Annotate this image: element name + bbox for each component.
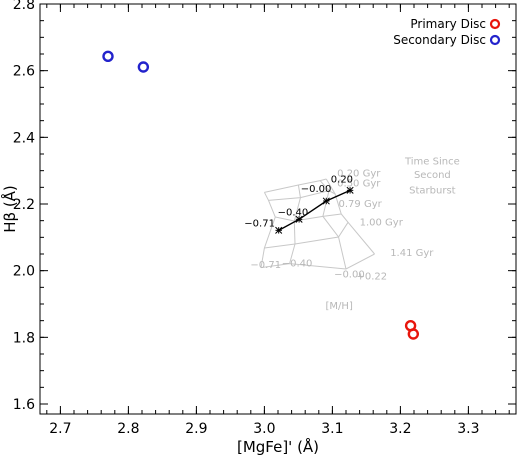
grid-age-axis-name: Time Since (404, 157, 460, 168)
grid-age-label: 0.20 Gyr (337, 169, 381, 180)
grid-age-line (268, 190, 336, 201)
legend-marker (489, 34, 501, 46)
model-track: −0.71−0.40 −0.000.20 (244, 174, 354, 234)
grid-age-label: 1.41 Gyr (390, 248, 434, 259)
grid-age-label: 0.50 Gyr (337, 178, 381, 189)
y-tick-label: 1.6 (13, 397, 35, 413)
legend-label: Primary Disc (410, 17, 486, 31)
grid-age-line (264, 222, 349, 249)
track-point-label: −0.40 (278, 207, 309, 218)
data-point (407, 328, 420, 340)
grid-metallicity-label: −0.71 (250, 260, 281, 271)
track-marker-stroke (295, 215, 303, 223)
grid-metallicity-label: −0.40 (282, 259, 313, 270)
grid-metallicity-label: +0.22 (357, 271, 388, 282)
track-marker (295, 215, 303, 223)
x-tick-label: 3.3 (457, 421, 479, 437)
legend: Primary Disc Secondary Disc (393, 17, 501, 47)
data-points (102, 50, 420, 340)
track-marker-stroke (275, 226, 283, 234)
x-tick-label: 3.2 (389, 421, 411, 437)
track-marker-stroke (322, 197, 330, 205)
grid-age-label: 1.00 Gyr (360, 217, 404, 228)
x-tick-label: 3.0 (253, 421, 275, 437)
data-point (137, 61, 150, 73)
y-tick-label: 1.8 (13, 330, 35, 346)
track-marker (275, 226, 283, 234)
grid-axis-name: [M/H] (326, 301, 353, 312)
legend-marker (489, 18, 501, 30)
track-marker-stroke (346, 186, 354, 194)
grid-age-line (275, 213, 342, 222)
track-point-label: −0.71 (244, 219, 275, 230)
y-tick-label: 2.2 (13, 197, 35, 213)
x-tick-label: 2.8 (117, 421, 139, 437)
y-axis-title: Hβ (Å) (0, 185, 19, 233)
x-tick-label: 2.9 (185, 421, 207, 437)
y-tick-label: 2.0 (13, 264, 35, 280)
y-tick-label: 2.6 (13, 64, 35, 80)
grid-age-line (260, 253, 375, 270)
track-line (278, 189, 351, 231)
x-axis-title: [MgFe]' (Å) (237, 437, 319, 456)
legend-label: Secondary Disc (393, 33, 486, 47)
y-tick-label: 2.4 (13, 130, 35, 146)
grid-age-axis-name: Second (414, 170, 451, 181)
grid-age-label: 0.79 Gyr (339, 199, 383, 210)
grid-metallicity-line (260, 192, 276, 268)
axis-ticks: 2.7 2.8 2.9 3.0 3.1 3.2 3.3 1.6 1.8 2.0 2.2 2.4 2.6 2… (13, 0, 516, 437)
track-point-label: −0.00 (301, 184, 332, 195)
x-tick-label: 2.7 (49, 421, 71, 437)
y-tick-label: 2.8 (13, 0, 35, 13)
grid-metallicity-label: −0.00 (334, 269, 365, 280)
data-point (102, 50, 114, 63)
track-marker (322, 197, 330, 205)
track-point-label: 0.20 (331, 174, 353, 185)
track-marker (346, 186, 354, 194)
x-tick-label: 3.1 (321, 421, 343, 437)
grid-age-axis-name: Starburst (409, 186, 456, 197)
grid-age-line (264, 178, 327, 193)
